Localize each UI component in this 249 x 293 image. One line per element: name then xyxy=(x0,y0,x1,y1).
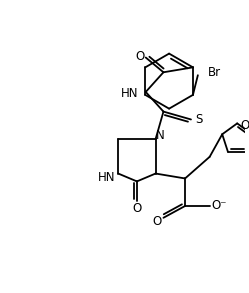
Text: O: O xyxy=(135,50,144,63)
Text: HN: HN xyxy=(120,87,138,100)
Text: O: O xyxy=(241,119,249,132)
Text: Br: Br xyxy=(208,66,221,79)
Text: N: N xyxy=(156,129,165,142)
Text: O: O xyxy=(132,202,141,215)
Text: S: S xyxy=(195,113,202,126)
Text: O⁻: O⁻ xyxy=(212,200,227,212)
Text: HN: HN xyxy=(98,171,115,184)
Text: O: O xyxy=(152,215,161,228)
